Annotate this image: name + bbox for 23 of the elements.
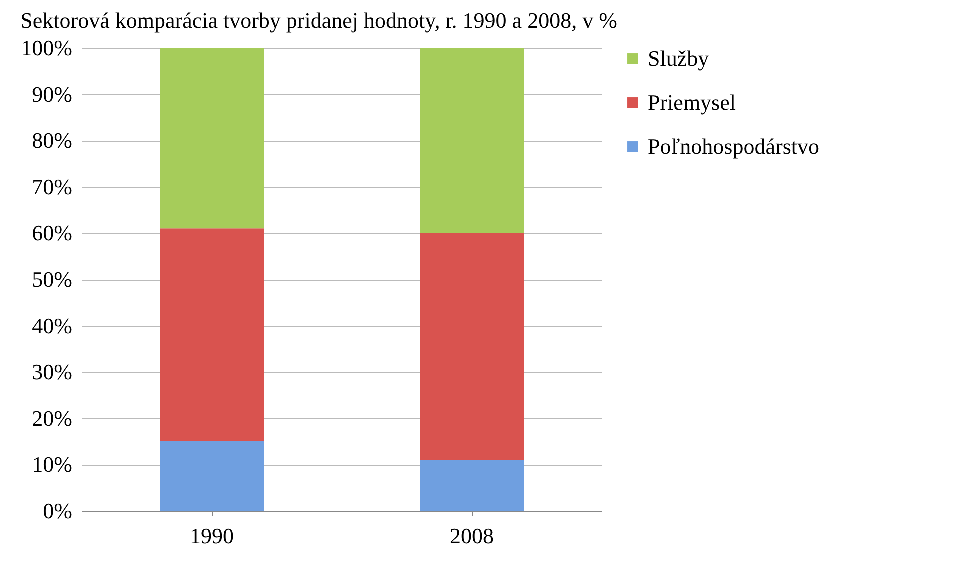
chart-title: Sektorová komparácia tvorby pridanej hodnoty, r. 1990 a 2008, v % [20, 8, 618, 33]
y-tick-label: 50% [32, 267, 72, 292]
y-tick-label: 60% [32, 220, 72, 246]
y-tick-label: 40% [32, 313, 72, 338]
y-tick-label: 70% [32, 174, 72, 200]
bar [420, 460, 524, 511]
y-tick-label: 100% [21, 36, 72, 60]
legend-label: Poľnohospodárstvo [648, 134, 820, 159]
bar [420, 233, 524, 460]
y-tick-label: 0% [43, 498, 72, 524]
bar [160, 442, 264, 511]
legend-label: Služby [648, 46, 710, 71]
bar [160, 228, 264, 442]
bar [420, 48, 524, 234]
y-tick-label: 20% [32, 406, 72, 431]
bar [160, 48, 264, 229]
x-tick-label: 2008 [450, 524, 494, 548]
x-tick-label: 1990 [190, 524, 234, 548]
y-tick-label: 30% [32, 360, 72, 385]
y-tick-label: 90% [32, 82, 72, 107]
legend-label: Priemysel [648, 90, 736, 115]
y-tick-label: 10% [32, 452, 72, 478]
y-tick-label: 80% [32, 128, 72, 154]
